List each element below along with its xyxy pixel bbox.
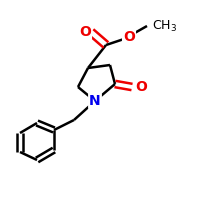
Text: O: O [123, 30, 135, 44]
Text: N: N [89, 94, 101, 108]
Text: O: O [135, 80, 147, 94]
Text: O: O [79, 25, 91, 39]
Text: CH$_3$: CH$_3$ [152, 18, 177, 34]
